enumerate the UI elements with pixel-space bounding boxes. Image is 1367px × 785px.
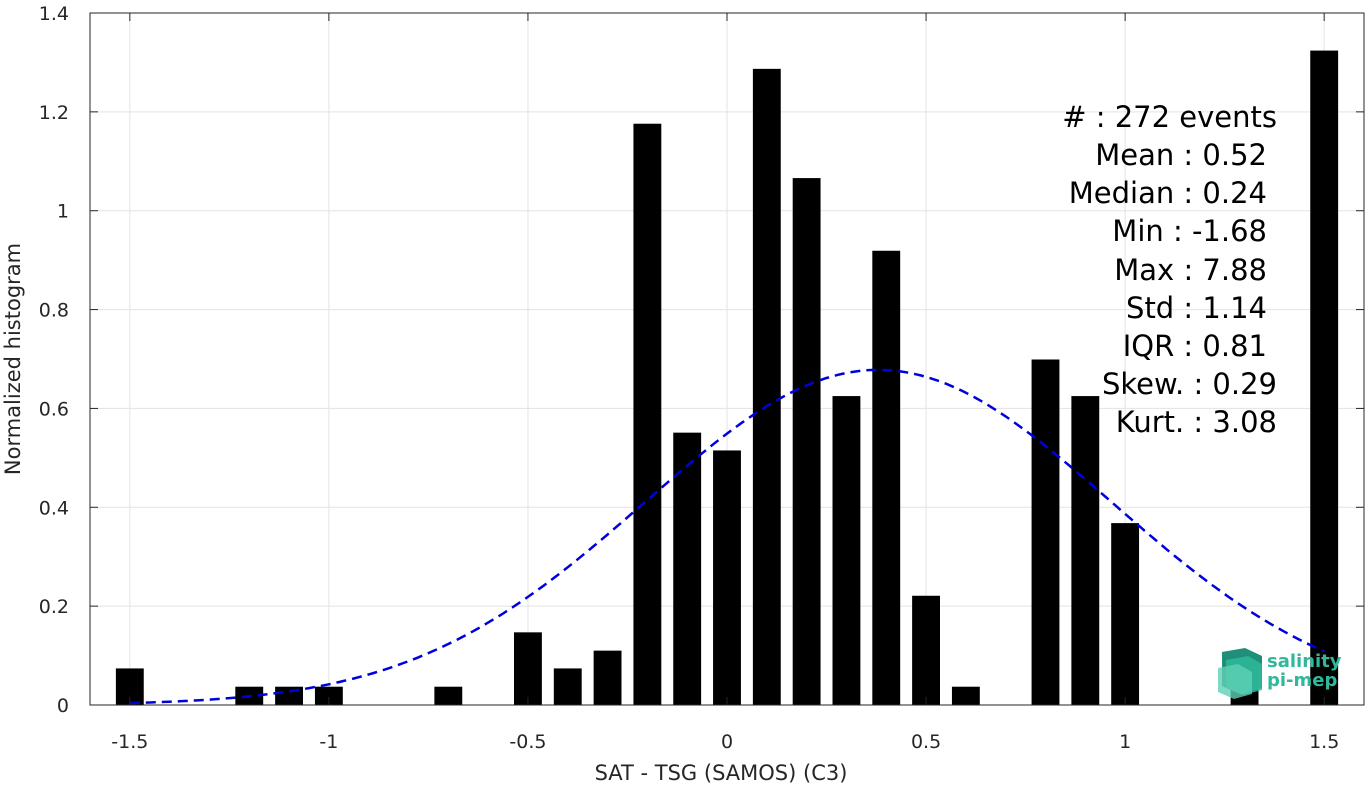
x-tick-label-0: -1.5 — [111, 731, 148, 753]
bars — [115, 50, 1339, 706]
histogram-bar-18 — [1071, 396, 1100, 705]
stats-events: # : 272 events — [1062, 100, 1277, 134]
histogram-bar-19 — [1111, 523, 1140, 705]
x-tick-label-2: -0.5 — [509, 731, 546, 753]
y-tick-label-0: 0 — [57, 695, 69, 717]
gaussian-fit-line — [129, 368, 1325, 705]
gaussian-fit — [129, 368, 1325, 705]
histogram-bar-9 — [673, 432, 702, 705]
x-tick-label-3: 0 — [721, 731, 733, 753]
x-tick-label-4: 0.5 — [911, 731, 941, 753]
y-tick-labels: 0 0.2 0.4 0.6 0.8 1 1.2 1.4 — [39, 3, 69, 717]
stats-box: # : 272 events Mean : 0.52 Median : 0.24… — [1062, 100, 1277, 439]
y-tick-label-3: 0.6 — [39, 398, 69, 420]
salinity-pi-mep-logo: salinity pi-mep — [1218, 648, 1342, 699]
histogram-bar-16 — [951, 686, 980, 705]
ticks — [90, 12, 1364, 706]
stats-iqr: IQR : 0.81 — [1123, 329, 1267, 363]
x-tick-label-1: -1 — [319, 731, 338, 753]
logo-text-pi-mep: pi-mep — [1267, 670, 1337, 691]
x-axis-label: SAT - TSG (SAMOS) (C3) — [595, 761, 848, 785]
histogram-bar-13 — [832, 396, 861, 705]
histogram-bar-6 — [553, 668, 582, 705]
stats-std: Std : 1.14 — [1126, 291, 1267, 325]
y-tick-label-6: 1.2 — [39, 102, 69, 124]
stats-median: Median : 0.24 — [1069, 176, 1267, 210]
histogram-bar-7 — [593, 650, 622, 705]
histogram-bar-8 — [633, 123, 662, 706]
logo-text-salinity: salinity — [1267, 651, 1342, 672]
stats-min: Min : -1.68 — [1112, 214, 1267, 248]
stats-skew: Skew. : 0.29 — [1102, 367, 1277, 401]
histogram-bar-10 — [713, 450, 741, 705]
histogram-bar-12 — [792, 178, 821, 705]
histogram-bar-14 — [872, 250, 901, 705]
y-tick-label-4: 0.8 — [39, 300, 69, 322]
histogram-bar-3 — [314, 686, 343, 705]
stats-kurt: Kurt. : 3.08 — [1116, 405, 1277, 439]
histogram-bar-15 — [912, 595, 940, 705]
y-tick-label-7: 1.4 — [39, 3, 69, 25]
y-axis-label: Normalized histogram — [1, 243, 25, 475]
histogram-bar-11 — [752, 68, 781, 705]
stats-max: Max : 7.88 — [1114, 253, 1267, 287]
stats-mean: Mean : 0.52 — [1095, 138, 1267, 172]
x-tick-labels: -1.5 -1 -0.5 0 0.5 1 1.5 — [111, 731, 1339, 753]
x-tick-label-5: 1 — [1119, 731, 1131, 753]
histogram-bar-5 — [514, 632, 542, 705]
histogram-bar-4 — [434, 686, 463, 705]
histogram-bar-21 — [1310, 50, 1339, 705]
x-tick-label-6: 1.5 — [1309, 731, 1339, 753]
y-tick-label-5: 1 — [57, 201, 69, 223]
histogram-bar-17 — [1031, 359, 1060, 705]
logo-mark-icon — [1218, 648, 1262, 699]
grid — [90, 12, 1364, 706]
y-tick-label-2: 0.4 — [39, 497, 69, 519]
y-tick-label-1: 0.2 — [39, 596, 69, 618]
